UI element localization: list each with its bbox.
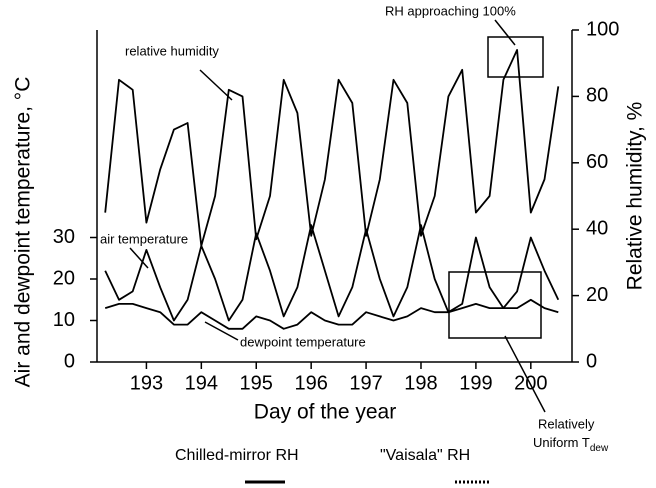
annotation: RH approaching 100% <box>385 3 516 18</box>
x-tick-label: 195 <box>240 372 273 394</box>
highlight-box <box>487 36 544 78</box>
series-line <box>104 298 559 330</box>
arrow <box>204 321 239 341</box>
x-tick-label: 196 <box>294 372 327 394</box>
y-tick-label: 20 <box>53 267 75 289</box>
y2-tick-label: 60 <box>586 151 608 173</box>
series-label: dewpoint temperature <box>240 334 366 349</box>
x-tick-label: 200 <box>514 372 547 394</box>
series-line <box>104 224 560 322</box>
x-tick-label: 199 <box>459 372 492 394</box>
highlight-box <box>448 271 542 339</box>
series-label: air temperature <box>100 231 188 246</box>
y2-tick-label: 20 <box>586 284 608 306</box>
arrow <box>494 19 516 46</box>
annotation-subscript: dew <box>590 443 609 454</box>
legend-label: Chilled-mirror RH <box>175 447 299 464</box>
y-axis-label: Air and dewpoint temperature, °C <box>12 77 35 388</box>
arrow <box>504 335 546 413</box>
annotation-text: Uniform T <box>533 435 590 450</box>
series-label: relative humidity <box>125 43 219 58</box>
y2-axis-label: Relative humidity, % <box>624 102 647 291</box>
y2-tick-label: 100 <box>586 18 619 40</box>
series-line <box>104 49 560 247</box>
y2-tick-label: 40 <box>586 217 608 239</box>
y2-tick-label: 80 <box>586 85 608 107</box>
x-axis-label: Day of the year <box>254 401 396 424</box>
y-tick-label: 10 <box>53 309 75 331</box>
y-tick-label: 0 <box>64 350 75 372</box>
arrow <box>199 69 233 101</box>
y2-tick-label: 0 <box>586 350 597 372</box>
y-tick-label: 30 <box>53 226 75 248</box>
annotation: Uniform Tdew <box>533 435 609 453</box>
x-tick-label: 194 <box>185 372 218 394</box>
x-tick-label: 198 <box>404 372 437 394</box>
arrow <box>129 247 149 269</box>
x-tick-label: 197 <box>349 372 382 394</box>
legend-label: "Vaisala" RH <box>380 447 470 464</box>
annotation: Relatively <box>538 416 595 431</box>
x-tick-label: 193 <box>130 372 163 394</box>
